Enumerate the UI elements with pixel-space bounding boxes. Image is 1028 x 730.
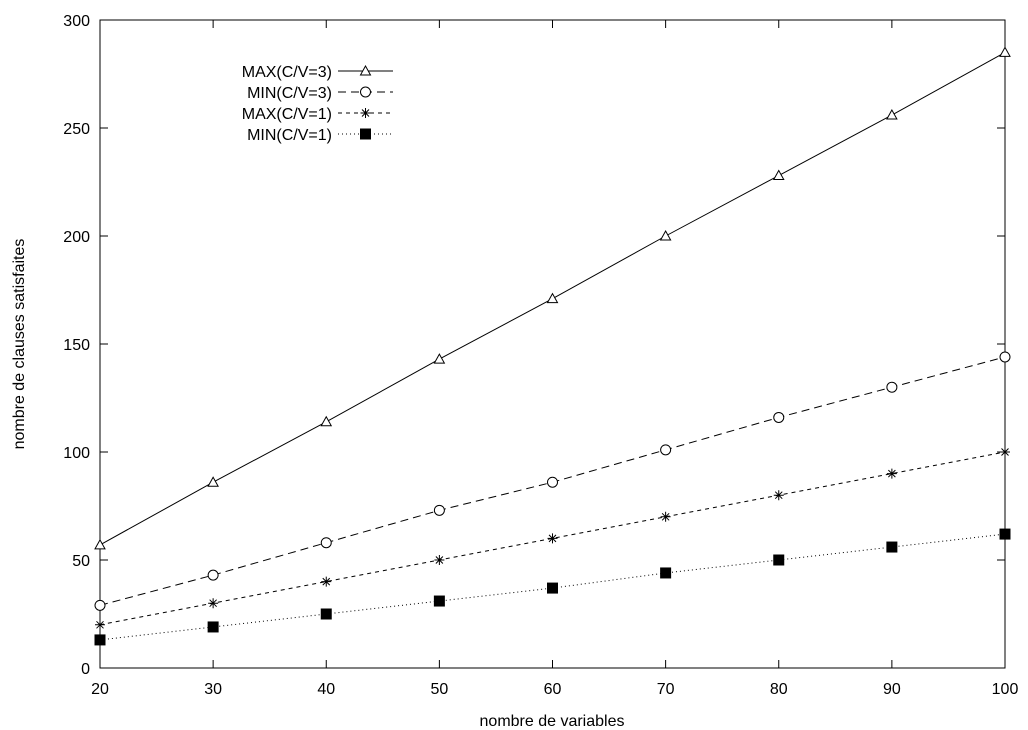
x-tick-label: 90	[883, 681, 901, 698]
data-point	[547, 582, 558, 594]
legend-entry-label: MAX(C/V=1)	[242, 106, 332, 123]
x-tick-label: 20	[91, 681, 109, 698]
data-point	[207, 476, 219, 487]
data-point	[886, 109, 898, 120]
y-tick-label: 150	[63, 337, 90, 354]
y-axis-label: nombre de clauses satisfaites	[11, 239, 28, 450]
legend-marker	[360, 108, 371, 118]
data-point	[547, 533, 558, 544]
x-tick-label: 70	[657, 681, 675, 698]
y-tick-label: 250	[63, 121, 90, 138]
legend-entry-label: MIN(C/V=3)	[247, 85, 332, 102]
series-markers	[94, 46, 1011, 646]
series-lines	[99, 51, 1006, 641]
data-point	[773, 554, 785, 566]
data-point	[207, 621, 219, 633]
legend-marker	[359, 64, 372, 76]
data-point	[94, 634, 106, 646]
y-tick-label: 200	[63, 229, 90, 246]
legend-entry-label: MIN(C/V=1)	[247, 127, 332, 144]
data-point	[546, 292, 559, 304]
legend-marker	[360, 128, 371, 140]
data-point	[773, 490, 784, 501]
x-tick-label: 100	[992, 681, 1019, 698]
data-point	[207, 569, 219, 581]
x-tick-label: 50	[430, 681, 448, 698]
plot-frame	[99, 19, 1006, 669]
data-point	[433, 353, 446, 364]
data-point	[772, 169, 785, 181]
x-tick-label: 30	[204, 681, 222, 698]
y-tick-label: 300	[63, 13, 90, 30]
data-point	[434, 555, 445, 565]
x-tick-label: 80	[770, 681, 788, 698]
data-point	[94, 538, 106, 550]
data-point	[320, 537, 332, 549]
data-point	[320, 415, 333, 427]
data-point	[660, 511, 671, 522]
data-point	[95, 619, 105, 630]
data-point	[773, 411, 785, 423]
data-point	[433, 595, 445, 607]
data-point	[208, 598, 219, 609]
data-point	[433, 504, 445, 516]
data-point	[886, 381, 898, 393]
data-point	[999, 528, 1011, 540]
data-point	[320, 608, 332, 620]
data-point	[886, 541, 898, 553]
data-point	[659, 229, 672, 241]
y-tick-label: 100	[63, 445, 90, 462]
legend: MAX(C/V=3) MIN(C/V=3) MAX(C/V=1) MIN(C/V=1)	[242, 64, 393, 144]
legend-entry-label: MAX(C/V=3)	[242, 64, 332, 81]
data-point	[94, 599, 106, 611]
data-point	[321, 576, 332, 587]
x-tick-label: 60	[544, 681, 562, 698]
legend-marker	[360, 86, 371, 98]
x-axis-label: nombre de variables	[480, 713, 625, 730]
y-tick-label: 50	[72, 553, 90, 570]
data-point	[886, 468, 897, 479]
data-point	[660, 444, 672, 456]
axis-ticks	[99, 19, 1006, 669]
data-point	[999, 351, 1011, 363]
x-tick-label: 40	[317, 681, 335, 698]
series-line	[99, 451, 1006, 626]
data-point	[660, 567, 672, 579]
axis-tick-labels: 20 30 40 50 60 70 80 90 100 0 50 100 150 200 250 300	[63, 13, 1018, 698]
data-point	[1000, 447, 1010, 457]
data-point	[547, 476, 558, 488]
y-tick-label: 0	[81, 661, 90, 678]
data-point	[999, 46, 1011, 57]
